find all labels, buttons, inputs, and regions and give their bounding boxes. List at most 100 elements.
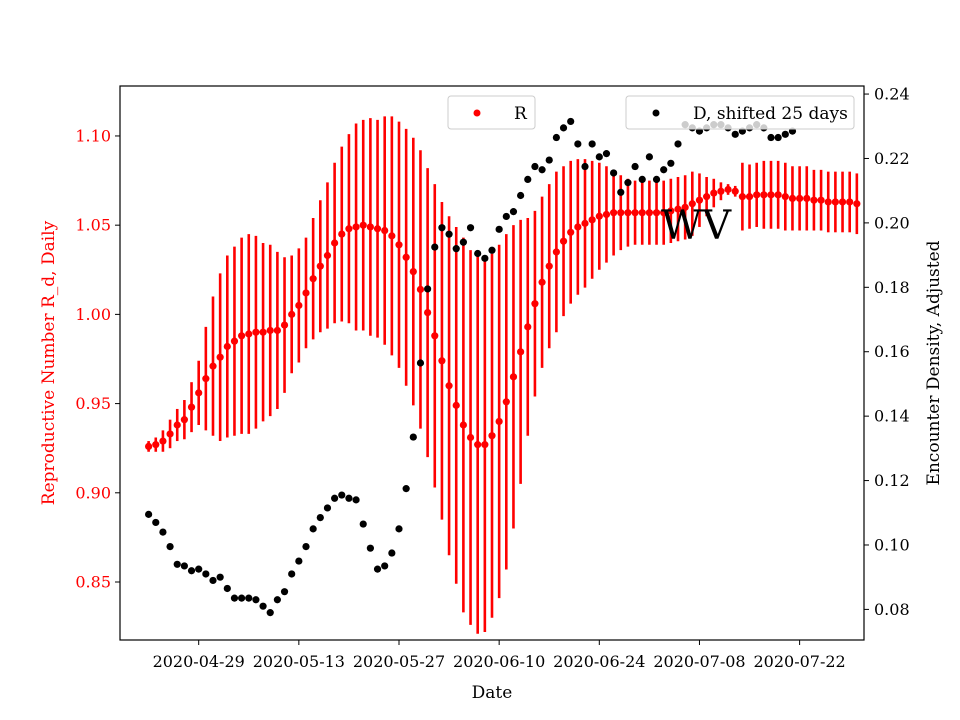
r-point xyxy=(610,209,618,217)
r-point xyxy=(280,321,289,329)
r-point xyxy=(803,194,811,203)
d-point xyxy=(302,542,310,551)
r-point xyxy=(338,230,346,238)
r-point xyxy=(173,421,181,429)
y-right-tick-label: 0.08 xyxy=(874,600,910,619)
r-point xyxy=(846,198,854,206)
r-point xyxy=(409,267,417,276)
r-point xyxy=(238,332,246,340)
d-point xyxy=(652,175,661,184)
d-point xyxy=(266,609,274,617)
y-right-tick-label: 0.18 xyxy=(874,278,910,297)
r-point xyxy=(466,433,475,442)
r-point xyxy=(517,348,525,356)
r-point xyxy=(745,193,754,201)
d-point xyxy=(166,542,174,551)
d-point xyxy=(395,525,403,533)
x-tick-label: 2020-06-10 xyxy=(453,652,545,671)
d-point xyxy=(238,594,246,602)
d-point xyxy=(202,570,210,578)
legend-d-label: D, shifted 25 days xyxy=(693,104,848,124)
r-point xyxy=(187,403,196,411)
r-point xyxy=(710,189,718,197)
r-point xyxy=(760,191,768,199)
r-point xyxy=(753,191,761,199)
r-series xyxy=(145,185,861,451)
d-point xyxy=(567,117,575,126)
y-right-tick-label: 0.12 xyxy=(874,471,910,490)
r-point xyxy=(216,353,224,361)
d-point xyxy=(466,224,475,232)
r-point xyxy=(316,262,324,270)
d-point xyxy=(152,518,160,527)
r-point xyxy=(366,223,374,231)
d-point xyxy=(610,169,618,177)
r-point xyxy=(531,300,539,308)
d-point xyxy=(545,156,553,164)
r-point xyxy=(295,301,303,310)
r-point xyxy=(202,375,210,383)
d-point xyxy=(366,544,374,552)
d-point xyxy=(316,514,324,522)
d-point xyxy=(352,496,360,504)
r-point xyxy=(695,196,704,204)
r-point xyxy=(245,330,253,338)
d-point xyxy=(767,133,775,142)
d-point xyxy=(338,491,346,499)
d-point xyxy=(667,159,675,167)
r-point xyxy=(660,209,668,217)
x-tick-label: 2020-07-08 xyxy=(653,652,745,671)
r-point xyxy=(488,432,496,440)
d-point xyxy=(674,140,682,148)
r-point xyxy=(838,198,847,206)
r-point xyxy=(323,251,332,260)
d-point xyxy=(624,179,632,187)
y-right-tick-label: 0.16 xyxy=(874,342,910,361)
d-point xyxy=(345,494,353,502)
d-point xyxy=(159,528,167,536)
d-point xyxy=(295,557,303,565)
annotation-label: WV xyxy=(661,203,732,249)
y-left-tick-label: 0.95 xyxy=(75,394,111,413)
r-point xyxy=(538,278,546,286)
d-point xyxy=(538,166,546,174)
legend-r: R xyxy=(447,95,536,130)
r-point xyxy=(288,310,296,318)
r-point xyxy=(266,326,274,335)
d-point xyxy=(452,245,460,253)
r-point xyxy=(674,205,682,213)
d-point xyxy=(660,166,668,174)
d-point xyxy=(431,243,439,251)
r-point xyxy=(667,207,675,215)
y-right-tick-label: 0.22 xyxy=(874,149,910,168)
x-tick-label: 2020-05-13 xyxy=(253,652,345,671)
d-point xyxy=(502,212,510,221)
r-point xyxy=(824,198,832,206)
r-point xyxy=(574,223,582,231)
r-point xyxy=(152,441,160,449)
r-point xyxy=(230,337,239,345)
r-point xyxy=(810,196,818,204)
r-point xyxy=(302,289,310,297)
r-point xyxy=(359,221,367,229)
d-point xyxy=(488,246,496,254)
d-point xyxy=(517,191,525,200)
r-point xyxy=(645,209,653,217)
legend-r-label: R xyxy=(514,104,528,124)
legend-r-marker xyxy=(473,109,481,117)
r-point xyxy=(731,187,739,195)
r-point xyxy=(416,285,425,294)
r-point xyxy=(345,225,353,233)
r-point xyxy=(159,437,167,445)
x-tick-label: 2020-07-22 xyxy=(753,652,845,671)
r-point xyxy=(567,228,575,236)
r-point xyxy=(831,198,839,206)
r-point xyxy=(559,237,568,245)
r-point xyxy=(681,203,689,211)
d-point xyxy=(252,596,260,604)
r-point xyxy=(552,248,560,256)
d-point xyxy=(195,565,203,573)
y-right-tick-label: 0.20 xyxy=(874,213,910,232)
r-point xyxy=(424,308,432,317)
d-point xyxy=(524,175,532,184)
